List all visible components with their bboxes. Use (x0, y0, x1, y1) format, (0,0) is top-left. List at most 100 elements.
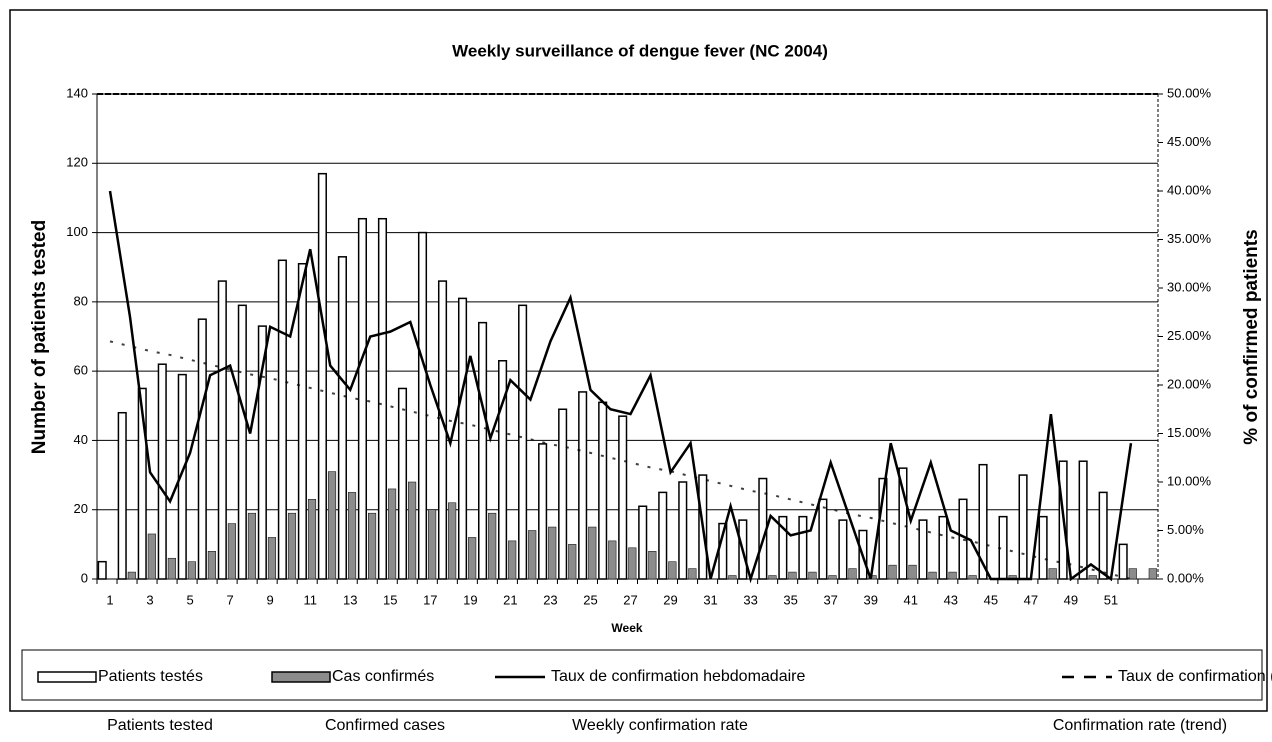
bar (478, 321, 488, 580)
bar (908, 564, 917, 580)
x-tick-label: 29 (663, 592, 677, 607)
x-tick-label: 5 (186, 592, 193, 607)
bar (1048, 568, 1057, 580)
bar (518, 304, 528, 580)
bar (257, 325, 267, 580)
x-tick-label: 41 (904, 592, 918, 607)
x-tick-label: 51 (1104, 592, 1118, 607)
bar (147, 533, 156, 580)
x-tick-label: 15 (383, 592, 397, 607)
bar (317, 172, 327, 580)
bar (938, 515, 948, 580)
y2-tick-label: 30.00% (1167, 279, 1212, 294)
x-tick-label: 1 (106, 592, 113, 607)
bar (488, 512, 497, 580)
x-tick-label: 9 (267, 592, 274, 607)
bar (808, 571, 817, 580)
y2-tick-label: 40.00% (1167, 182, 1212, 197)
x-tick-label: 37 (823, 592, 837, 607)
x-tick-label: 31 (703, 592, 717, 607)
y2-tick-label: 20.00% (1167, 376, 1212, 391)
bar (127, 571, 136, 580)
bar (588, 526, 597, 580)
bar (798, 515, 808, 580)
bar (848, 568, 857, 580)
chart-frame (9, 9, 1268, 712)
annotation: Patients tested (107, 717, 213, 734)
bar (177, 373, 187, 580)
bar (928, 571, 937, 580)
y2-tick-label: 25.00% (1167, 328, 1212, 343)
bar (508, 540, 517, 580)
bar (768, 575, 777, 580)
bar (307, 499, 317, 580)
bar (1098, 491, 1108, 580)
bar (327, 471, 337, 580)
bar (628, 547, 637, 580)
bar (598, 401, 608, 580)
x-tick-label: 11 (303, 592, 317, 607)
chart-title: Weekly surveillance of dengue fever (NC … (452, 41, 828, 60)
bar (408, 481, 417, 580)
bar (1118, 543, 1128, 580)
bar (888, 564, 897, 580)
y2-tick-label: 45.00% (1167, 134, 1212, 149)
legend-label: Taux de confirmation hebdomadaire (551, 668, 805, 685)
x-tick-label: 49 (1064, 592, 1078, 607)
bar (117, 411, 127, 580)
y-tick-label: 60 (74, 363, 88, 378)
x-tick-label: 39 (863, 592, 877, 607)
x-tick-label: 21 (503, 592, 517, 607)
x-tick-label: 17 (423, 592, 437, 607)
bar (347, 492, 357, 580)
bar (918, 519, 928, 580)
x-tick-label: 23 (543, 592, 557, 607)
bar (1038, 515, 1048, 580)
bar (207, 551, 216, 580)
bar (978, 463, 988, 580)
bar (388, 488, 397, 580)
bar (1088, 575, 1097, 580)
bar (638, 505, 648, 580)
bar (778, 515, 788, 580)
bar (548, 526, 557, 580)
x-axis-label: Week (611, 621, 642, 635)
bar (448, 502, 457, 580)
annotation: Weekly confirmation rate (572, 717, 748, 734)
x-tick-label: 19 (463, 592, 477, 607)
x-tick-label: 33 (743, 592, 757, 607)
legend-label: Taux de confirmation (tendance) (1118, 668, 1272, 685)
x-tick-label: 25 (583, 592, 597, 607)
legend-swatch (271, 671, 331, 683)
bar (1148, 568, 1157, 580)
bar (1128, 568, 1137, 580)
y-tick-label: 120 (66, 155, 88, 170)
legend-swatch (37, 671, 97, 683)
bar (337, 256, 347, 580)
bar (948, 571, 957, 580)
x-tick-label: 13 (343, 592, 357, 607)
bar (137, 387, 147, 580)
x-tick-label: 43 (944, 592, 958, 607)
bar (377, 217, 388, 580)
y-tick-label: 40 (74, 432, 88, 447)
bar (197, 318, 207, 580)
rate-line (108, 190, 1133, 584)
bar (618, 415, 628, 580)
bar (608, 540, 617, 580)
annotation: Confirmation rate (trend) (1053, 717, 1227, 734)
y-tick-label: 100 (66, 224, 88, 239)
bar (267, 537, 277, 580)
y-tick-label: 80 (74, 293, 88, 308)
y-tick-label: 0 (81, 570, 88, 585)
bar (277, 259, 287, 580)
bar (227, 523, 236, 580)
x-tick-label: 45 (984, 592, 998, 607)
bar (1078, 460, 1088, 580)
x-tick-label: 47 (1024, 592, 1038, 607)
bar (668, 561, 677, 580)
bar (417, 231, 428, 580)
bar (498, 360, 508, 580)
bar (558, 408, 568, 580)
